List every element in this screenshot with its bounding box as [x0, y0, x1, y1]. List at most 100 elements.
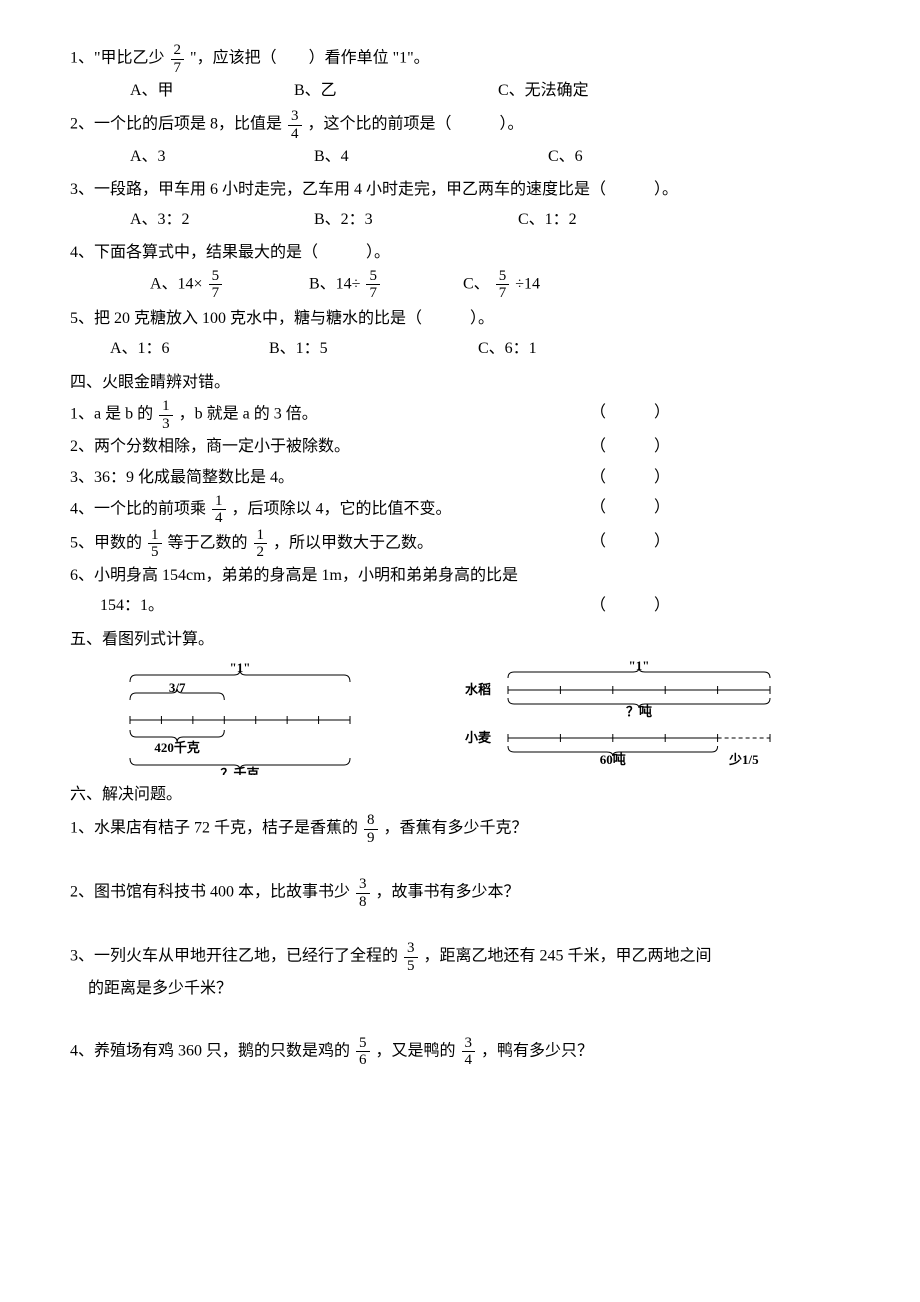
p3-line1: 3、一列火车从甲地开往乙地，已经行了全程的 35 ，距离乙地还有 245 千米，…	[70, 940, 850, 974]
question-2: 2、一个比的后项是 8，比值是 34 ，这个比的前项是（ ）。 A、3 B、4 …	[70, 108, 850, 172]
q2-choices: A、3 B、4 C、6	[70, 142, 850, 172]
judge-2: 2、两个分数相除，商一定小于被除数。 （ ）	[70, 432, 850, 462]
q2-stem: 2、一个比的后项是 8，比值是 34 ，这个比的前项是（ ）。	[70, 108, 850, 142]
j2-paren: （ ）	[590, 432, 850, 462]
j5-frac1: 15	[148, 527, 162, 561]
judge-1: 1、a 是 b 的 13 ，b 就是 a 的 3 倍。 （ ）	[70, 398, 850, 432]
p2-pre: 2、图书馆有科技书 400 本，比故事书少	[70, 884, 354, 901]
svg-text:少1/5: 少1/5	[728, 752, 759, 767]
q1-stem: 1、"甲比乙少 27 "，应该把（ ）看作单位 "1"。	[70, 42, 850, 76]
p3-post: ，距离乙地还有 245 千米，甲乙两地之间	[424, 948, 712, 965]
diagram-1: "1"3/7420千克？千克	[110, 660, 370, 775]
q1-optB: B、乙	[294, 76, 494, 106]
section-5-title: 五、看图列式计算。	[70, 625, 850, 655]
q5-optB: B、1：5	[269, 334, 474, 364]
svg-text:？吨: ？吨	[626, 704, 652, 719]
q4-optB-frac: 57	[366, 268, 380, 302]
q5-stem: 5、把 20 克糖放入 100 克水中，糖与糖水的比是（ ）。	[70, 304, 850, 334]
question-3: 3、一段路，甲车用 6 小时走完，乙车用 4 小时走完，甲乙两车的速度比是（ ）…	[70, 175, 850, 236]
q2-pre: 2、一个比的后项是 8，比值是	[70, 116, 286, 133]
q5-optA: A、1：6	[110, 334, 265, 364]
question-1: 1、"甲比乙少 27 "，应该把（ ）看作单位 "1"。 A、甲 B、乙 C、无…	[70, 42, 850, 106]
q5-optC: C、6：1	[478, 334, 578, 364]
j3-paren: （ ）	[590, 463, 850, 493]
question-5: 5、把 20 克糖放入 100 克水中，糖与糖水的比是（ ）。 A、1：6 B、…	[70, 304, 850, 365]
p2-frac: 38	[356, 876, 370, 910]
q2-optA: A、3	[130, 142, 310, 172]
p4-frac2: 34	[462, 1035, 476, 1069]
problem-1: 1、水果店有桔子 72 千克，桔子是香蕉的 89 ，香蕉有多少千克？	[70, 812, 850, 846]
q4-optC-post: ÷14	[515, 276, 540, 293]
q4-optA: A、14× 57	[150, 268, 305, 302]
j6-paren: （ ）	[590, 591, 850, 621]
diagrams-row: "1"3/7420千克？千克 "1"水稻？吨小麦60吨少1/5	[110, 660, 850, 775]
j4-paren: （ ）	[590, 493, 850, 527]
q4-optB: B、14÷ 57	[309, 268, 459, 302]
j5-frac2: 12	[254, 527, 268, 561]
j3-text: 3、36：9 化成最简整数比是 4。	[70, 463, 294, 493]
diagram-2: "1"水稻？吨小麦60吨少1/5	[460, 660, 790, 775]
q4-choices: A、14× 57 B、14÷ 57 C、 57 ÷14	[70, 268, 850, 302]
judge-3: 3、36：9 化成最简整数比是 4。 （ ）	[70, 463, 850, 493]
q4-optB-pre: B、14÷	[309, 276, 364, 293]
j5-text: 5、甲数的 15 等于乙数的 12 ，所以甲数大于乙数。	[70, 527, 433, 561]
p1-frac: 89	[364, 812, 378, 846]
problem-4: 4、养殖场有鸡 360 只，鹅的只数是鸡的 56 ，又是鸭的 34 ，鸭有多少只…	[70, 1035, 850, 1069]
problem-2: 2、图书馆有科技书 400 本，比故事书少 38 ，故事书有多少本？	[70, 876, 850, 910]
j5-paren: （ ）	[590, 527, 850, 561]
q5-choices: A、1：6 B、1：5 C、6：1	[70, 334, 850, 364]
q3-optC: C、1：2	[518, 205, 618, 235]
q4-stem: 4、下面各算式中，结果最大的是（ ）。	[70, 238, 850, 268]
j4-pre: 4、一个比的前项乘	[70, 501, 210, 518]
svg-text:420千克: 420千克	[154, 740, 200, 755]
svg-text:"1": "1"	[230, 660, 251, 675]
p1-post: ，香蕉有多少千克？	[384, 820, 528, 837]
p2-post: ，故事书有多少本？	[376, 884, 520, 901]
p4-pre: 4、养殖场有鸡 360 只，鹅的只数是鸡的	[70, 1043, 354, 1060]
q3-stem: 3、一段路，甲车用 6 小时走完，乙车用 4 小时走完，甲乙两车的速度比是（ ）…	[70, 175, 850, 205]
svg-text:60吨: 60吨	[600, 752, 626, 767]
q1-post: "，应该把（ ）看作单位 "1"。	[190, 50, 430, 67]
q3-choices: A、3：2 B、2：3 C、1：2	[70, 205, 850, 235]
j5-pre: 5、甲数的	[70, 535, 146, 552]
j1-post: ，b 就是 a 的 3 倍。	[179, 406, 318, 423]
q2-optC: C、6	[548, 142, 628, 172]
j5-mid: 等于乙数的	[168, 535, 252, 552]
p4-mid: ，又是鸭的	[376, 1043, 460, 1060]
judge-4: 4、一个比的前项乘 14 ，后项除以 4，它的比值不变。 （ ）	[70, 493, 850, 527]
p1-pre: 1、水果店有桔子 72 千克，桔子是香蕉的	[70, 820, 362, 837]
judge-5: 5、甲数的 15 等于乙数的 12 ，所以甲数大于乙数。 （ ）	[70, 527, 850, 561]
q2-optB: B、4	[314, 142, 544, 172]
section-6-title: 六、解决问题。	[70, 780, 850, 810]
problem-3: 3、一列火车从甲地开往乙地，已经行了全程的 35 ，距离乙地还有 245 千米，…	[70, 940, 850, 1004]
q2-post: ，这个比的前项是（ ）。	[308, 116, 524, 133]
j6-line1: 6、小明身高 154cm，弟弟的身高是 1m，小明和弟弟身高的比是	[70, 561, 850, 591]
j6-line2row: 154：1。 （ ）	[70, 591, 850, 621]
svg-text:小麦: 小麦	[465, 730, 492, 745]
j1-frac: 13	[159, 398, 173, 432]
q2-frac: 34	[288, 108, 302, 142]
svg-text:？千克: ？千克	[220, 766, 259, 775]
q4-optA-frac: 57	[209, 268, 223, 302]
j6-line2: 154：1。	[70, 591, 164, 621]
q1-optA: A、甲	[130, 76, 290, 106]
q3-optB: B、2：3	[314, 205, 514, 235]
p3-frac: 35	[404, 940, 418, 974]
judge-6: 6、小明身高 154cm，弟弟的身高是 1m，小明和弟弟身高的比是 154：1。…	[70, 561, 850, 622]
q3-optA: A、3：2	[130, 205, 310, 235]
j1-pre: 1、a 是 b 的	[70, 406, 157, 423]
q4-optC-frac: 57	[496, 268, 510, 302]
p4-post: ，鸭有多少只？	[481, 1043, 593, 1060]
j1-paren: （ ）	[590, 398, 850, 432]
j4-text: 4、一个比的前项乘 14 ，后项除以 4，它的比值不变。	[70, 493, 452, 527]
q1-pre: 1、"甲比乙少	[70, 50, 169, 67]
p4-frac1: 56	[356, 1035, 370, 1069]
p3-line2: 的距离是多少千米？	[70, 974, 850, 1004]
j1-text: 1、a 是 b 的 13 ，b 就是 a 的 3 倍。	[70, 398, 318, 432]
p3-pre: 3、一列火车从甲地开往乙地，已经行了全程的	[70, 948, 402, 965]
j5-post: ，所以甲数大于乙数。	[273, 535, 433, 552]
svg-text:水稻: 水稻	[465, 682, 491, 697]
q1-frac: 27	[171, 42, 185, 76]
q4-optC-pre: C、	[463, 276, 490, 293]
q1-choices: A、甲 B、乙 C、无法确定	[70, 76, 850, 106]
